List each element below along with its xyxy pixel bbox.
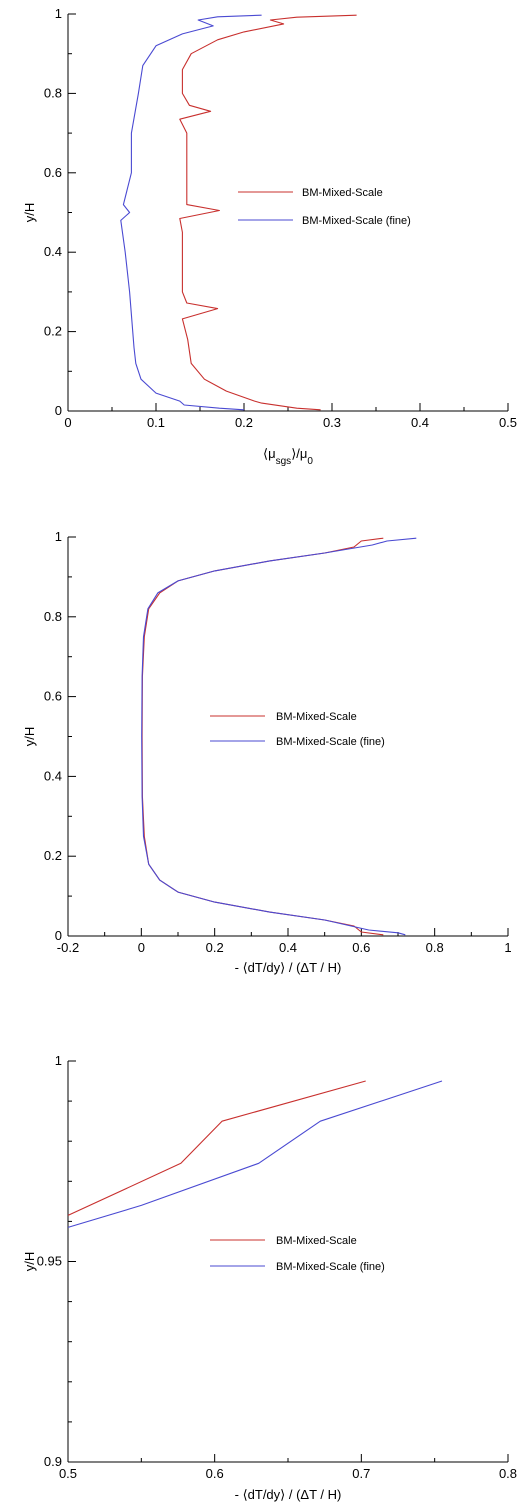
series-line-bm-mixed-scale-fine: [141, 537, 417, 936]
x-tick-label: 0.6: [206, 1466, 224, 1481]
y-tick-label: 1: [55, 1053, 62, 1068]
legend-label-bm-mixed-scale-fine: BM-Mixed-Scale (fine): [276, 736, 385, 748]
x-tick-label: 0.8: [426, 940, 444, 955]
legend-label-bm-mixed-scale: BM-Mixed-Scale: [276, 711, 357, 723]
legend-label-bm-mixed-scale: BM-Mixed-Scale: [302, 187, 383, 199]
y-tick-label: 1: [55, 529, 62, 544]
x-tick-label: 0.3: [323, 415, 341, 430]
x-tick-label: 0.2: [235, 415, 253, 430]
x-tick-label: 0.1: [147, 415, 165, 430]
y-axis-label: y/H: [22, 203, 37, 223]
y-tick-label: 0.2: [44, 324, 62, 339]
x-tick-label: 0: [64, 415, 71, 430]
x-axis-label: - ⟨dT/dy⟩ / (ΔT / H): [235, 1487, 342, 1502]
x-tick-label: 0.5: [499, 415, 517, 430]
legend-label-bm-mixed-scale: BM-Mixed-Scale: [276, 1235, 357, 1247]
x-axis-label: ⟨μsgs⟩/μ0: [263, 446, 313, 467]
series-line-bm-mixed-scale-fine: [67, 1080, 443, 1228]
x-tick-label: 0.2: [206, 940, 224, 955]
legend-label-bm-mixed-scale-fine: BM-Mixed-Scale (fine): [276, 1261, 385, 1273]
y-tick-label: 0.8: [44, 85, 62, 100]
x-tick-label: 0: [138, 940, 145, 955]
y-tick-label: 0.2: [44, 848, 62, 863]
x-tick-label: 0.4: [279, 940, 297, 955]
y-tick-label: 0: [55, 928, 62, 943]
y-tick-label: 0.6: [44, 689, 62, 704]
x-axis-label: - ⟨dT/dy⟩ / (ΔT / H): [235, 960, 342, 975]
y-axis-label: y/H: [22, 727, 37, 747]
x-tick-label: -0.2: [57, 940, 79, 955]
y-tick-label: 0.8: [44, 609, 62, 624]
series-line-bm-mixed-scale: [179, 14, 357, 411]
y-tick-label: 0.4: [44, 768, 62, 783]
y-tick-label: 0.95: [37, 1254, 62, 1269]
x-tick-label: 0.6: [352, 940, 370, 955]
x-tick-label: 0.5: [59, 1466, 77, 1481]
y-tick-label: 0.6: [44, 165, 62, 180]
y-tick-label: 1: [55, 6, 62, 21]
x-tick-label: 0.7: [352, 1466, 370, 1481]
series-line-bm-mixed-scale: [67, 1080, 366, 1216]
x-tick-label: 1: [504, 940, 511, 955]
y-tick-label: 0: [55, 403, 62, 418]
x-tick-label: 0.8: [499, 1466, 517, 1481]
legend-label-bm-mixed-scale-fine: BM-Mixed-Scale (fine): [302, 215, 411, 227]
y-axis-label: y/H: [22, 1252, 37, 1272]
x-tick-label: 0.4: [411, 415, 429, 430]
series-line-bm-mixed-scale-fine: [120, 14, 262, 411]
y-tick-label: 0.4: [44, 244, 62, 259]
y-tick-label: 0.9: [44, 1454, 62, 1469]
